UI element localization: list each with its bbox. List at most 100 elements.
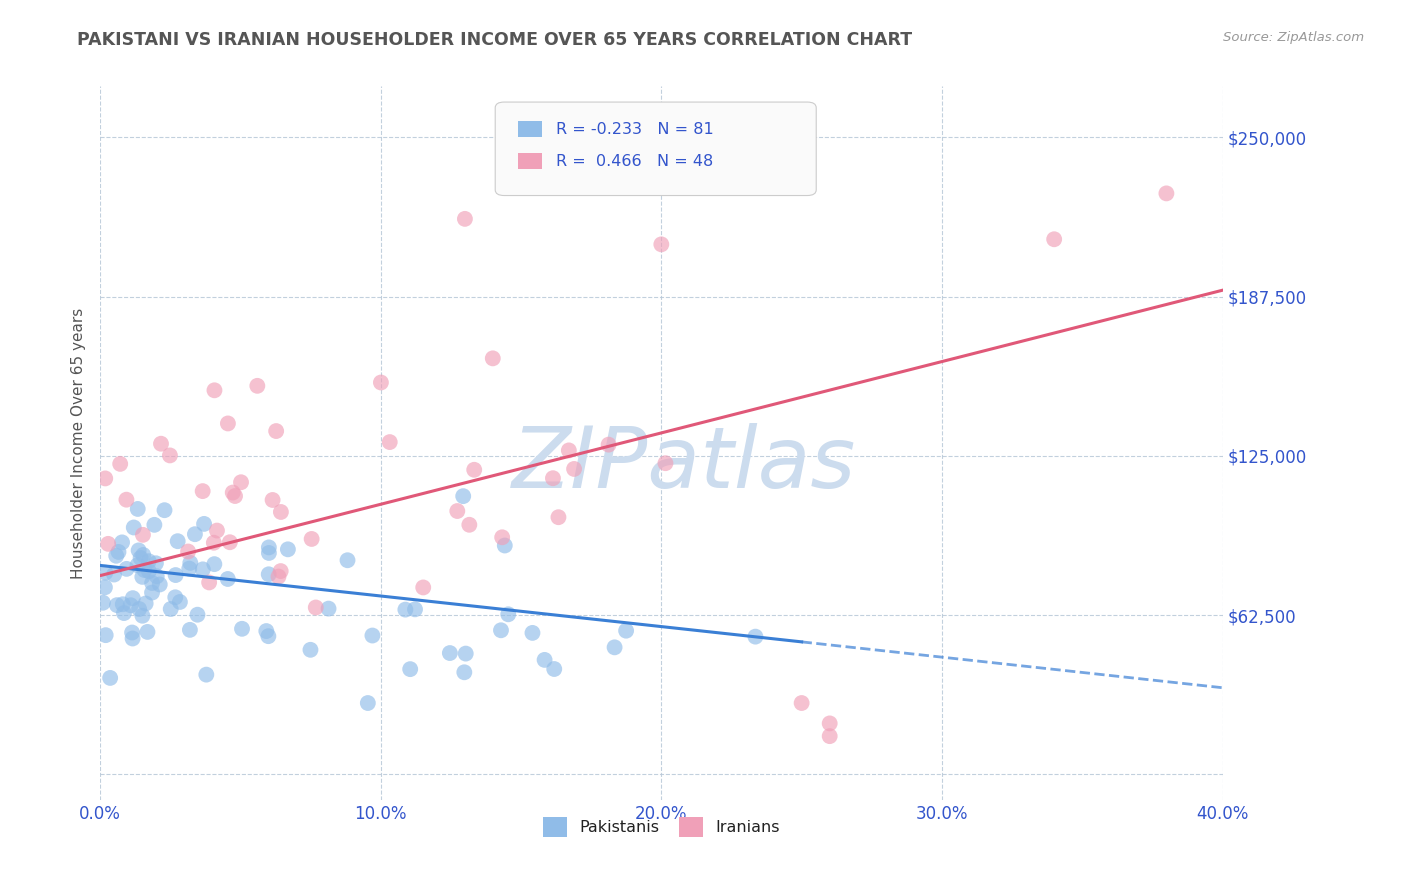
Point xyxy=(179,556,201,570)
Point xyxy=(98,671,121,685)
Point xyxy=(222,485,245,500)
Point xyxy=(127,558,149,573)
Point xyxy=(522,626,544,640)
Point xyxy=(614,624,637,638)
Point xyxy=(179,561,201,575)
Point xyxy=(533,653,555,667)
Point xyxy=(257,546,280,560)
Point xyxy=(744,630,766,644)
Point xyxy=(217,417,239,431)
Point xyxy=(446,504,468,518)
FancyBboxPatch shape xyxy=(517,121,543,137)
Point xyxy=(412,581,434,595)
Point xyxy=(262,493,284,508)
Point xyxy=(122,520,145,534)
Point xyxy=(257,629,280,643)
Point xyxy=(159,602,181,616)
Point xyxy=(143,517,166,532)
Point xyxy=(138,564,160,578)
Point xyxy=(166,534,188,549)
Point xyxy=(231,622,253,636)
Point xyxy=(818,716,841,731)
Point xyxy=(305,600,328,615)
Point xyxy=(191,562,214,576)
Point xyxy=(453,665,475,680)
Point xyxy=(558,443,581,458)
Point xyxy=(179,623,201,637)
Point xyxy=(267,569,290,583)
Point xyxy=(454,647,477,661)
Point xyxy=(134,563,156,577)
Point xyxy=(299,642,322,657)
Point xyxy=(1156,186,1178,201)
Point xyxy=(543,662,565,676)
Point xyxy=(115,562,138,576)
Point xyxy=(105,598,128,612)
Point xyxy=(127,502,149,516)
Text: R = -0.233   N = 81: R = -0.233 N = 81 xyxy=(555,121,714,136)
Point xyxy=(1043,232,1066,246)
Point xyxy=(454,211,477,226)
Point xyxy=(128,602,150,616)
Point xyxy=(191,484,214,499)
Point xyxy=(115,492,138,507)
Point xyxy=(193,516,215,531)
Point xyxy=(357,696,380,710)
Point xyxy=(132,528,155,542)
Point xyxy=(132,548,155,562)
Point xyxy=(650,237,672,252)
Point xyxy=(562,462,585,476)
Point xyxy=(94,628,117,642)
Point xyxy=(120,599,142,613)
Point xyxy=(404,602,426,616)
Y-axis label: Householder Income Over 65 years: Householder Income Over 65 years xyxy=(72,308,86,579)
Legend: Pakistanis, Iranians: Pakistanis, Iranians xyxy=(536,811,786,843)
Point xyxy=(94,566,117,580)
Point xyxy=(489,624,512,638)
Point xyxy=(301,532,323,546)
Point xyxy=(91,596,114,610)
Point xyxy=(186,607,208,622)
Point xyxy=(97,537,120,551)
Point xyxy=(128,543,150,558)
Point xyxy=(111,597,134,611)
Text: ZIPatlas: ZIPatlas xyxy=(512,423,856,506)
Point xyxy=(790,696,813,710)
Point xyxy=(318,601,340,615)
Point xyxy=(257,567,280,582)
Point xyxy=(103,567,125,582)
Point xyxy=(205,524,228,538)
Point xyxy=(141,576,163,591)
Point xyxy=(108,457,131,471)
Point xyxy=(361,628,384,642)
Point xyxy=(121,625,143,640)
Point xyxy=(150,436,173,450)
Point xyxy=(654,456,676,470)
Point xyxy=(131,570,153,584)
Point xyxy=(494,539,516,553)
Point xyxy=(112,606,135,620)
Point xyxy=(159,449,181,463)
Point xyxy=(121,591,143,606)
Point xyxy=(129,551,152,566)
Point xyxy=(336,553,359,567)
Point xyxy=(136,624,159,639)
Point xyxy=(105,549,128,563)
Point xyxy=(145,556,167,570)
Point xyxy=(218,535,240,549)
FancyBboxPatch shape xyxy=(495,102,817,195)
Point xyxy=(491,530,513,544)
Point xyxy=(463,463,485,477)
Point xyxy=(94,580,117,594)
Point xyxy=(270,564,292,578)
Point xyxy=(146,569,169,583)
Point xyxy=(141,585,163,599)
Point xyxy=(394,602,416,616)
Point xyxy=(264,424,287,438)
Point xyxy=(451,489,474,503)
Point xyxy=(131,608,153,623)
Point xyxy=(496,607,519,622)
Point xyxy=(224,489,246,503)
Point xyxy=(598,437,620,451)
Point xyxy=(202,535,225,549)
